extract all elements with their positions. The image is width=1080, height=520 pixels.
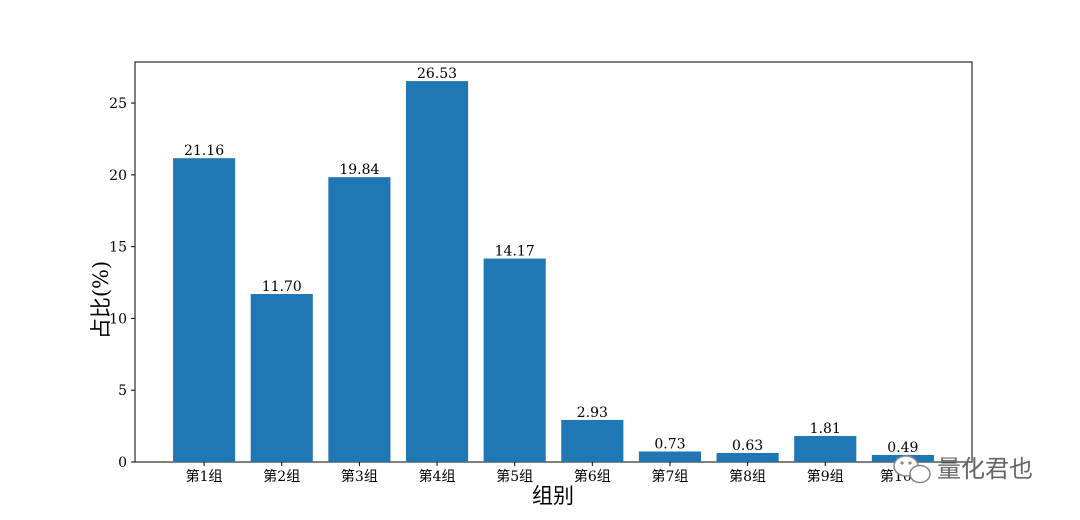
bar — [794, 436, 857, 462]
watermark-icon — [893, 455, 931, 484]
x-tick-label: 第3组 — [341, 468, 378, 485]
value-label: 1.81 — [810, 421, 841, 437]
x-axis-label: 组别 — [532, 484, 574, 508]
x-tick-label: 第6组 — [574, 468, 611, 485]
bar — [328, 177, 391, 463]
bar — [716, 452, 779, 462]
plot-frame — [134, 61, 973, 463]
bar — [561, 419, 624, 462]
y-tick-label: 20 — [109, 168, 127, 184]
y-tick-label: 15 — [109, 240, 127, 256]
x-tick-label: 第7组 — [652, 468, 689, 485]
value-label: 21.16 — [184, 143, 224, 159]
value-label: 14.17 — [495, 244, 535, 260]
bar — [250, 294, 313, 462]
x-tick-label: 第4组 — [419, 468, 456, 485]
value-label: 11.70 — [262, 279, 302, 295]
x-tick-label: 第2组 — [263, 468, 300, 485]
bar — [405, 81, 469, 463]
y-tick-label: 0 — [118, 455, 127, 471]
watermark: 量化君也 — [937, 455, 1033, 483]
bar — [483, 258, 546, 462]
value-label: 19.84 — [339, 162, 379, 178]
y-axis-label: 占比(%) — [89, 261, 113, 339]
value-label: 0.73 — [654, 437, 685, 453]
y-tick-label: 5 — [118, 383, 127, 399]
bar — [173, 158, 236, 463]
value-label: 0.49 — [887, 440, 918, 456]
x-tick-label: 第8组 — [729, 468, 766, 485]
y-tick-label: 10 — [109, 311, 127, 327]
x-tick-label: 第1组 — [186, 468, 223, 485]
x-tick-label: 第5组 — [496, 468, 533, 485]
value-label: 26.53 — [417, 66, 457, 82]
x-tick-label: 第9组 — [807, 468, 844, 485]
y-tick-label: 25 — [109, 96, 127, 112]
value-label: 2.93 — [577, 405, 608, 421]
value-label: 0.63 — [732, 438, 763, 454]
bar — [638, 451, 702, 462]
